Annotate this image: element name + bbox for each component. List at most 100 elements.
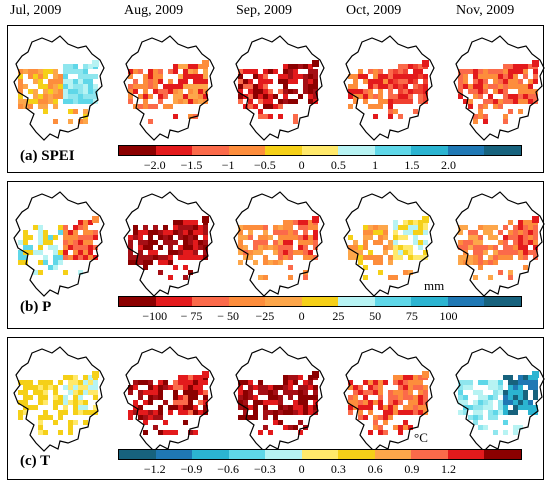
grid-cell: [38, 385, 43, 390]
grid-cell: [503, 240, 508, 245]
grid-cell: [513, 250, 518, 255]
grid-cell: [273, 225, 278, 230]
grid-cell: [193, 235, 198, 240]
grid-cell: [258, 235, 263, 240]
grid-cell: [73, 410, 78, 415]
grid-cell: [153, 74, 158, 79]
grid-cell: [193, 410, 198, 415]
grid-cell: [68, 390, 73, 395]
grid-cell: [523, 99, 528, 104]
grid-cell: [183, 420, 188, 425]
grid-cell: [163, 230, 168, 235]
colorbar-tick-label: 0.5: [330, 158, 346, 172]
grid-cell: [303, 235, 308, 240]
grid-cell: [178, 230, 183, 235]
grid-cell: [73, 380, 78, 385]
grid-cell: [43, 235, 48, 240]
grid-cell: [533, 74, 538, 79]
grid-cell: [148, 260, 153, 265]
grid-cell: [88, 94, 93, 99]
month-header-4: Oct, 2009: [346, 3, 402, 18]
grid-cell: [303, 390, 308, 395]
grid-cell: [198, 245, 203, 250]
grid-cell: [408, 425, 413, 430]
grid-cell: [48, 84, 53, 89]
grid-cell: [133, 410, 138, 415]
grid-cell: [183, 79, 188, 84]
grid-cell: [168, 79, 173, 84]
grid-cell: [63, 235, 68, 240]
grid-cell: [478, 380, 483, 385]
grid-cell: [83, 380, 88, 385]
grid-cell: [133, 255, 138, 260]
grid-cell: [243, 380, 248, 385]
grid-cell: [268, 94, 273, 99]
grid-cell: [68, 79, 73, 84]
grid-cell: [268, 260, 273, 265]
unit-label-temperature: °C: [414, 430, 428, 445]
grid-cell: [358, 250, 363, 255]
grid-cell: [273, 250, 278, 255]
grid-cell: [278, 405, 283, 410]
grid-cell: [193, 390, 198, 395]
grid-cell: [508, 395, 513, 400]
grid-cell: [283, 405, 288, 410]
grid-cell: [183, 380, 188, 385]
grid-cell: [128, 255, 133, 260]
grid-cell: [273, 260, 278, 265]
grid-cell: [193, 69, 198, 74]
grid-cell: [143, 230, 148, 235]
grid-cell: [163, 235, 168, 240]
colorbar-swatch: [301, 450, 339, 459]
grid-cell: [473, 114, 478, 119]
grid-cell: [168, 255, 173, 260]
grid-cell: [358, 390, 363, 395]
grid-cell: [83, 94, 88, 99]
grid-cell: [83, 220, 88, 225]
grid-cell: [418, 405, 423, 410]
grid-cell: [133, 385, 138, 390]
grid-cell: [53, 119, 58, 124]
grid-cell: [418, 64, 423, 69]
grid-cell: [478, 410, 483, 415]
grid-cell: [288, 405, 293, 410]
grid-cell: [533, 395, 538, 400]
grid-cell: [193, 84, 198, 89]
colorbar-swatch: [447, 450, 485, 459]
grid-cell: [158, 230, 163, 235]
grid-cell: [148, 380, 153, 385]
grid-cell: [258, 250, 263, 255]
grid-cell: [38, 74, 43, 79]
grid-cell: [463, 79, 468, 84]
grid-cell: [293, 235, 298, 240]
grid-cell: [253, 250, 258, 255]
grid-cell: [393, 94, 398, 99]
grid-cell: [298, 220, 303, 225]
grid-cell: [513, 385, 518, 390]
grid-cell: [518, 94, 523, 99]
grid-cell: [243, 255, 248, 260]
grid-cell: [203, 79, 208, 84]
grid-cell: [53, 89, 58, 94]
grid-cell: [413, 375, 418, 380]
grid-cell: [513, 395, 518, 400]
grid-cell: [488, 415, 493, 420]
grid-cell: [28, 395, 33, 400]
grid-cell: [193, 250, 198, 255]
grid-cell: [43, 415, 48, 420]
grid-cell: [78, 245, 83, 250]
grid-cell: [128, 240, 133, 245]
colorbar-swatch: [447, 146, 485, 155]
grid-cell: [188, 270, 193, 275]
grid-cell: [198, 64, 203, 69]
grid-cell: [248, 250, 253, 255]
grid-cell: [493, 395, 498, 400]
grid-cell: [478, 94, 483, 99]
grid-cell: [178, 400, 183, 405]
grid-cell: [93, 94, 98, 99]
grid-cell: [418, 240, 423, 245]
grid-cell: [53, 420, 58, 425]
grid-cell: [488, 74, 493, 79]
grid-cell: [468, 99, 473, 104]
grid-cell: [378, 390, 383, 395]
